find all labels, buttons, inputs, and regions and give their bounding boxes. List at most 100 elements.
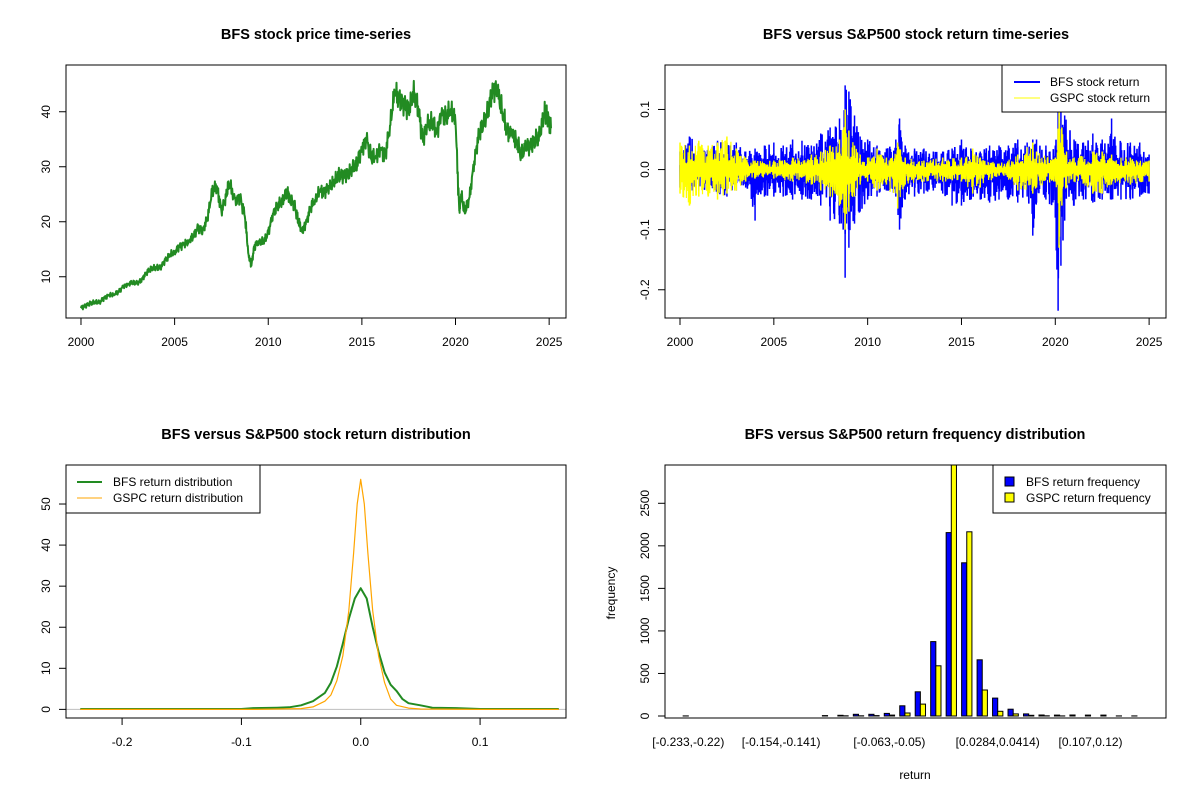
y-tick-label: 30 bbox=[39, 160, 53, 174]
bfs-frequency-bar bbox=[1007, 708, 1014, 717]
legend-label-gspc-distribution: GSPC return distribution bbox=[113, 491, 243, 505]
gspc-frequency-bar bbox=[950, 464, 957, 717]
y-tick-label: -0.1 bbox=[638, 219, 652, 240]
y-tick-label: 2000 bbox=[638, 532, 652, 559]
legend-label-gspc-frequency: GSPC return frequency bbox=[1026, 491, 1151, 505]
x-tick-label: 2025 bbox=[536, 335, 563, 349]
bfs-frequency-bar bbox=[930, 641, 937, 717]
histogram-chart-panel: BFS versus S&P500 return frequency distr… bbox=[604, 427, 1167, 782]
histogram-bin-label: [-0.063,-0.05) bbox=[853, 735, 925, 749]
legend-label-bfs-frequency: BFS return frequency bbox=[1026, 475, 1140, 489]
returns-legend-box bbox=[1001, 64, 1167, 113]
density-x-axis: -0.2 -0.1 0.0 0.1 bbox=[112, 717, 489, 749]
x-tick-label: 2010 bbox=[255, 335, 282, 349]
returns-plot-area bbox=[679, 85, 1150, 311]
y-tick-label: 0.0 bbox=[638, 161, 652, 178]
gspc-density-line bbox=[80, 478, 559, 711]
y-tick-label: 10 bbox=[39, 270, 53, 284]
bfs-frequency-bar bbox=[1023, 713, 1030, 717]
histogram-legend: BFS return frequency GSPC return frequen… bbox=[992, 464, 1167, 514]
bfs-frequency-bar bbox=[1069, 714, 1076, 717]
histogram-y-axis: 0 500 1000 1500 2000 2500 bbox=[638, 490, 666, 719]
x-tick-label: 2025 bbox=[1136, 335, 1163, 349]
x-tick-label: 2015 bbox=[948, 335, 975, 349]
density-legend: BFS return distribution GSPC return dist… bbox=[65, 464, 261, 514]
x-tick-label: 0.1 bbox=[472, 735, 489, 749]
gspc-frequency-bar bbox=[981, 689, 988, 717]
gspc-frequency-bar bbox=[966, 531, 973, 717]
legend-label-bfs-return: BFS stock return bbox=[1050, 75, 1139, 89]
x-tick-label: 2005 bbox=[760, 335, 787, 349]
returns-x-axis: 2000 2005 2010 2015 2020 2025 bbox=[667, 317, 1163, 349]
y-tick-label: 10 bbox=[39, 661, 53, 675]
bfs-frequency-bar bbox=[961, 562, 968, 717]
y-tick-label: 2500 bbox=[638, 490, 652, 517]
histogram-bin-label: [0.0284,0.0414) bbox=[956, 735, 1040, 749]
histogram-x-axis: [-0.233,-0.22) [-0.154,-0.141) [-0.063,-0.… bbox=[652, 735, 1122, 749]
y-tick-label: 20 bbox=[39, 620, 53, 634]
density-plot-area bbox=[66, 478, 566, 711]
bfs-frequency-bar bbox=[1038, 714, 1045, 717]
histogram-legend-box bbox=[992, 464, 1167, 514]
bfs-frequency-bar bbox=[1053, 714, 1061, 717]
bfs-frequency-bar bbox=[868, 713, 875, 717]
y-tick-label: 40 bbox=[39, 105, 53, 119]
bfs-frequency-bar bbox=[1100, 714, 1107, 717]
y-tick-label: 20 bbox=[39, 215, 53, 229]
returns-chart-title: BFS versus S&P500 stock return time-seri… bbox=[763, 27, 1069, 43]
histogram-bin-label: [0.107,0.12) bbox=[1059, 735, 1123, 749]
x-tick-label: 2010 bbox=[854, 335, 881, 349]
gspc-frequency-bar bbox=[1012, 713, 1019, 717]
histogram-plot-area bbox=[682, 464, 1138, 717]
density-chart-panel: BFS versus S&P500 stock return distribut… bbox=[39, 427, 567, 749]
bfs-frequency-bar bbox=[899, 705, 906, 717]
price-chart-title: BFS stock price time-series bbox=[221, 27, 411, 43]
x-tick-label: -0.1 bbox=[231, 735, 252, 749]
bfs-frequency-bar bbox=[883, 712, 890, 717]
gspc-frequency-bar bbox=[1028, 714, 1035, 717]
legend-label-bfs-distribution: BFS return distribution bbox=[113, 475, 232, 489]
bfs-frequency-bar bbox=[1084, 714, 1092, 717]
x-tick-label: 2005 bbox=[161, 335, 188, 349]
gspc-frequency-bar bbox=[888, 714, 896, 717]
price-y-axis: 10 20 30 40 bbox=[39, 105, 67, 284]
gspc-return-series-line bbox=[679, 114, 1150, 237]
y-tick-label: 0 bbox=[638, 712, 652, 719]
price-chart-panel: BFS stock price time-series 2000 2005 2010… bbox=[39, 27, 567, 349]
x-tick-label: 2020 bbox=[442, 335, 469, 349]
gspc-frequency-bar bbox=[935, 665, 942, 717]
y-tick-label: 40 bbox=[39, 538, 53, 552]
price-x-axis: 2000 2005 2010 2015 2020 2025 bbox=[68, 317, 563, 349]
density-y-axis: 0 10 20 30 40 50 bbox=[39, 497, 67, 713]
price-series-line bbox=[80, 79, 552, 311]
x-tick-label: 2000 bbox=[68, 335, 95, 349]
bfs-frequency-bar bbox=[837, 714, 844, 717]
returns-legend: BFS stock return GSPC stock return bbox=[1001, 64, 1167, 113]
price-plot-area bbox=[80, 79, 552, 311]
histogram-y-axis-label: frequency bbox=[604, 567, 618, 620]
y-tick-label: -0.2 bbox=[638, 279, 652, 300]
returns-chart-panel: BFS versus S&P500 stock return time-seri… bbox=[638, 27, 1167, 349]
y-tick-label: 0 bbox=[39, 706, 53, 713]
histogram-x-axis-label: return bbox=[899, 768, 930, 782]
density-chart-title: BFS versus S&P500 stock return distribut… bbox=[161, 427, 470, 443]
legend-label-gspc-return: GSPC stock return bbox=[1050, 91, 1150, 105]
gspc-frequency-bar bbox=[919, 703, 927, 717]
x-tick-label: -0.2 bbox=[112, 735, 133, 749]
x-tick-label: 0.0 bbox=[352, 735, 369, 749]
x-tick-label: 2020 bbox=[1042, 335, 1069, 349]
bfs-frequency-bar bbox=[852, 713, 859, 717]
bfs-frequency-bar bbox=[976, 659, 983, 717]
histogram-chart-title: BFS versus S&P500 return frequency distr… bbox=[745, 427, 1086, 443]
legend-swatch-bfs-frequency bbox=[1004, 476, 1015, 487]
bfs-frequency-bar bbox=[945, 532, 952, 717]
gspc-frequency-bar bbox=[997, 710, 1004, 717]
gspc-frequency-bar bbox=[904, 712, 911, 717]
y-tick-label: 50 bbox=[39, 497, 53, 511]
histogram-bin-label: [-0.233,-0.22) bbox=[652, 735, 724, 749]
density-legend-box bbox=[65, 464, 261, 514]
x-tick-label: 2015 bbox=[349, 335, 376, 349]
x-tick-label: 2000 bbox=[667, 335, 694, 349]
y-tick-label: 30 bbox=[39, 579, 53, 593]
